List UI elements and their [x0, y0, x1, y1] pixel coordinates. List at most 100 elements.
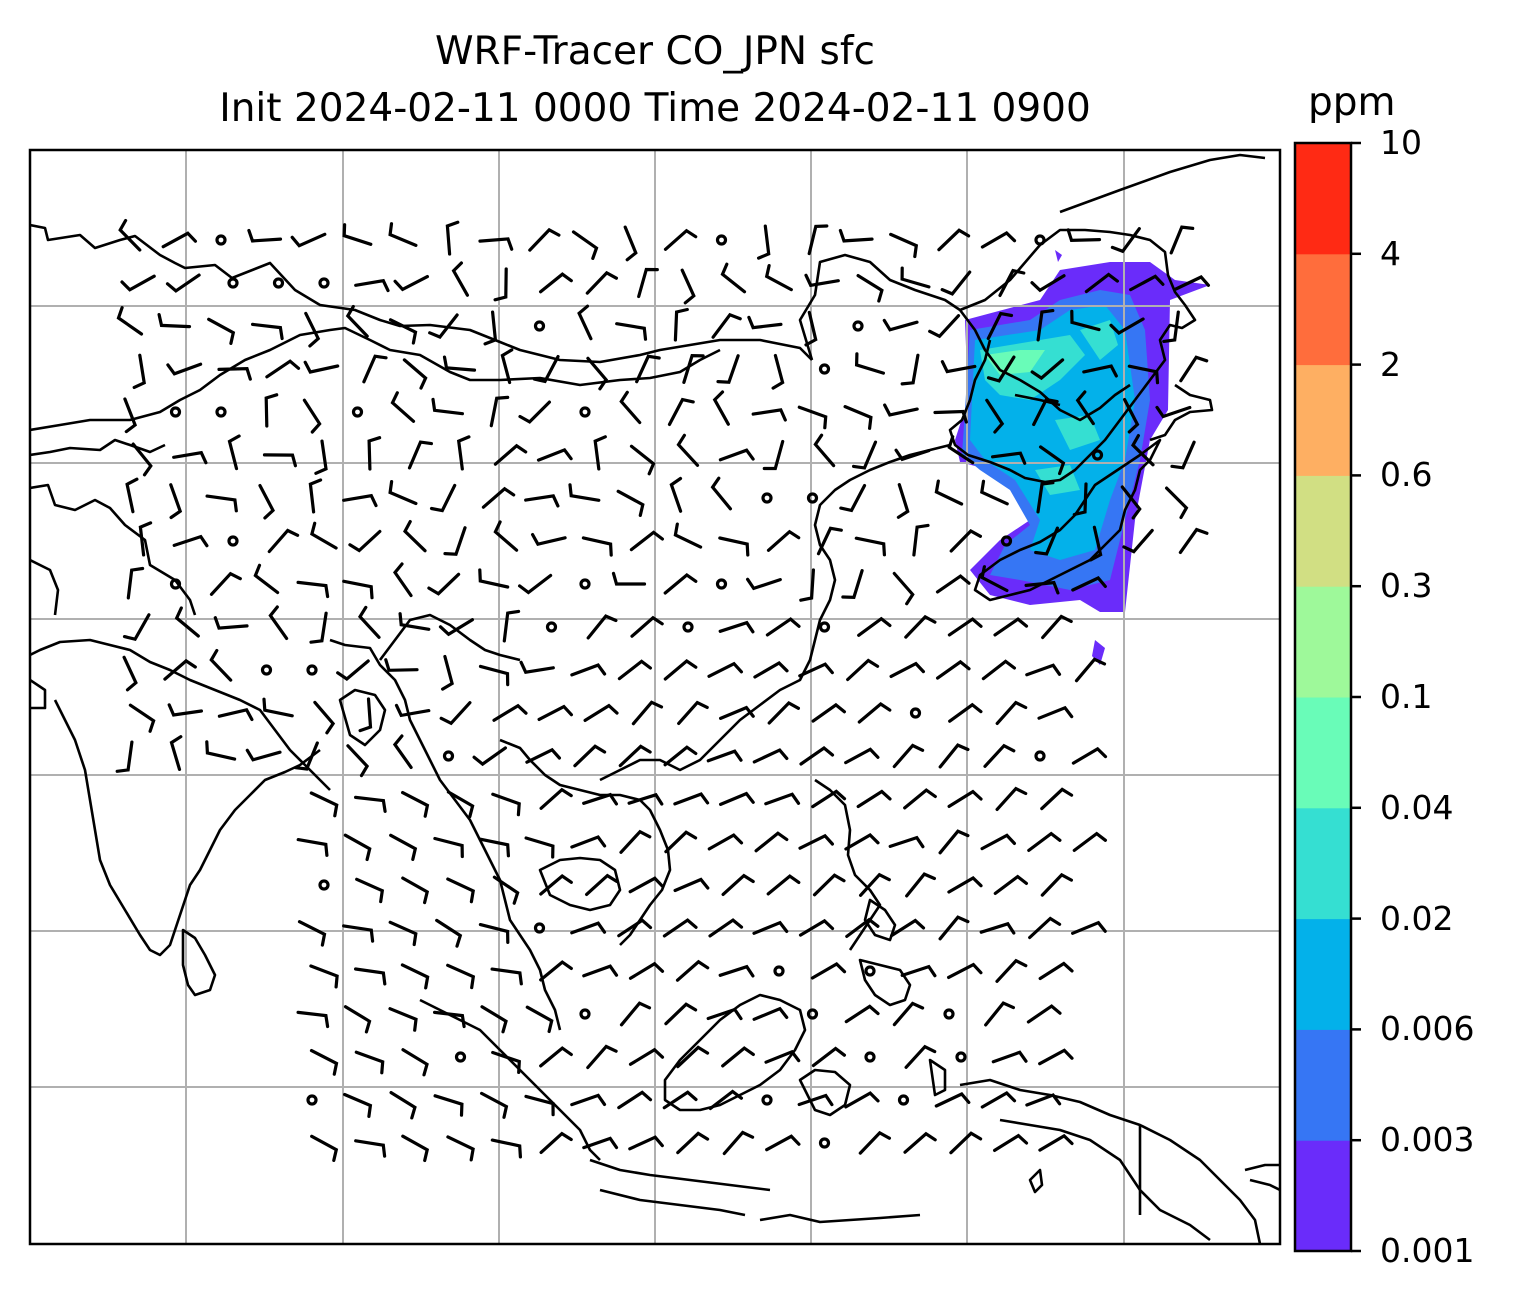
wind-barb: [1174, 275, 1210, 291]
wind-barb: [764, 264, 793, 292]
wind-barb: [355, 877, 385, 904]
wind-barb: [798, 662, 834, 678]
wind-barb: [398, 612, 431, 631]
wind-barb: [980, 479, 1009, 506]
wind-barb: [358, 697, 373, 733]
wind-barb: [489, 395, 510, 428]
wind-barb: [797, 405, 828, 430]
wind-barb: [118, 218, 142, 252]
wind-barb: [429, 483, 457, 513]
wind-barb: [1032, 397, 1059, 427]
wind-barb: [115, 740, 134, 773]
calm-wind-marker: [761, 492, 773, 504]
wind-barb: [1036, 309, 1055, 342]
wind-barb: [811, 702, 846, 723]
wind-barb: [478, 568, 510, 589]
calm-wind-marker: [806, 1008, 819, 1020]
wind-barb: [627, 792, 664, 806]
wind-barb: [502, 609, 521, 643]
wind-barb: [631, 700, 664, 726]
wind-barb: [1127, 364, 1160, 385]
wind-barb: [1070, 309, 1101, 332]
wind-barb: [294, 741, 319, 771]
colorbar-tick-label: 2: [1380, 344, 1401, 384]
wind-barb: [804, 310, 818, 347]
wind-barb: [1109, 317, 1145, 335]
wind-barb: [663, 658, 698, 681]
wind-barb: [799, 568, 815, 602]
wind-barb: [903, 788, 937, 810]
wind-barb: [663, 572, 698, 595]
wind-barb: [1024, 580, 1060, 595]
wind-barb: [531, 533, 567, 547]
wind-barb: [707, 833, 744, 851]
wind-barb: [309, 611, 328, 644]
map-title-line1: WRF-Tracer CO_JPN sfc: [435, 29, 875, 74]
wind-barb: [343, 833, 372, 862]
colorbar-segment: [1295, 1029, 1351, 1141]
wind-barb: [857, 702, 892, 724]
wind-barb: [251, 322, 284, 341]
wind-barb: [747, 315, 783, 330]
wind-barb: [1071, 746, 1108, 765]
wind-barb: [894, 448, 931, 462]
calm-wind-marker: [818, 1137, 831, 1149]
wind-barb: [308, 478, 323, 514]
colorbar-tick-label: 0.04: [1380, 787, 1454, 827]
calm-wind-marker: [318, 879, 330, 891]
wind-barb: [673, 877, 710, 893]
wind-barb: [629, 530, 664, 552]
wind-barb: [585, 270, 618, 295]
wind-barb: [852, 440, 878, 470]
wind-barb: [267, 528, 300, 554]
wind-barb: [172, 450, 208, 465]
calm-wind-marker: [454, 1051, 467, 1063]
wind-barb: [1030, 358, 1065, 381]
wind-barb: [227, 434, 241, 471]
wind-barb: [384, 658, 419, 672]
wind-barb: [985, 398, 1005, 434]
wind-barb: [995, 786, 1028, 811]
calm-wind-marker: [761, 1094, 773, 1106]
wind-barb: [445, 220, 460, 256]
calm-wind-marker: [579, 1008, 591, 1020]
wind-barb: [892, 1001, 925, 1027]
wind-barb: [716, 354, 740, 384]
wind-barb: [854, 352, 885, 375]
calm-wind-marker: [169, 578, 182, 590]
wind-barb: [403, 520, 427, 553]
colorbar-segment: [1295, 253, 1351, 366]
colorbar-segment: [1295, 1140, 1351, 1252]
wind-barb: [1040, 872, 1073, 897]
wind-barb: [940, 270, 972, 296]
colorbar-segment: [1295, 918, 1351, 1030]
wind-barb: [493, 443, 528, 466]
wind-barb: [1084, 272, 1119, 294]
wind-barb: [751, 408, 787, 422]
wind-barb: [766, 529, 801, 552]
calm-wind-marker: [1034, 234, 1046, 246]
wind-barb: [628, 876, 664, 894]
wind-barb: [296, 838, 329, 857]
calm-wind-marker: [806, 492, 819, 504]
wind-barb: [304, 311, 321, 348]
wind-barb: [1123, 398, 1140, 434]
wind-barb: [309, 1049, 339, 1076]
wind-barb: [933, 409, 968, 424]
wind-barb: [856, 274, 884, 303]
wind-barb: [342, 223, 373, 246]
wind-barb: [401, 791, 430, 818]
wind-barb: [991, 451, 1027, 465]
calm-wind-marker: [533, 922, 546, 934]
wind-barb: [1028, 916, 1062, 940]
wind-barb: [1071, 576, 1107, 592]
wind-barb: [883, 403, 919, 417]
wind-barb: [296, 580, 330, 599]
wind-barb: [392, 734, 413, 769]
wind-barb: [1037, 705, 1074, 720]
colorbar-tick-label: 0.6: [1380, 455, 1433, 495]
calm-wind-marker: [864, 965, 876, 977]
wind-barb: [844, 1091, 880, 1109]
wind-barb: [993, 874, 1028, 895]
calm-wind-marker: [715, 234, 728, 246]
